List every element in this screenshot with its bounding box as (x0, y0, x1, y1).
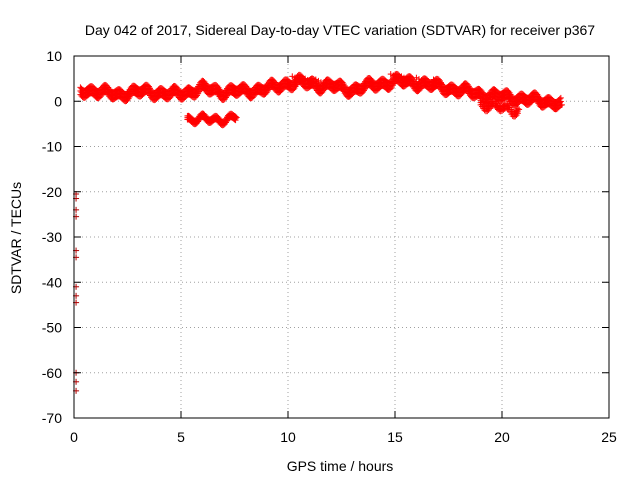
sdtvar-excursion-point (435, 79, 442, 86)
x-tick-label: 10 (280, 429, 296, 445)
sdtvar-excursion-point (390, 72, 397, 79)
sdtvar-lower-point (514, 105, 521, 112)
sdtvar-excursion-point (415, 76, 422, 83)
y-tick-label: -70 (42, 410, 62, 426)
y-tick-label: -30 (42, 229, 62, 245)
sdtvar-excursion-point (312, 76, 319, 83)
sdtvar-negative-point (232, 113, 239, 120)
y-tick-label: -40 (42, 274, 62, 290)
grid-layer (74, 56, 609, 418)
y-tick-label: 10 (46, 48, 62, 64)
sdtvar-excursion-point (304, 76, 311, 83)
x-tick-label: 20 (494, 429, 510, 445)
sdtvar-excursion-point (413, 74, 420, 81)
x-tick-labels: 0 5 10 15 20 25 (70, 429, 617, 445)
sdtvar-excursion-point (296, 77, 303, 84)
sdtvar-point (557, 94, 564, 101)
sdtvar-lower-point (516, 106, 523, 113)
sdtvar-point (558, 101, 565, 108)
x-tick-label: 25 (601, 429, 617, 445)
x-tick-label: 15 (387, 429, 403, 445)
sdtvar-lower-point (504, 101, 511, 108)
sdtvar-excursion-point (438, 80, 445, 87)
sdtvar-excursion-point (291, 74, 298, 81)
sdtvar-excursion-point (392, 73, 399, 80)
sdtvar-excursion-point (387, 71, 394, 78)
sdtvar-excursion-point (315, 77, 322, 84)
sdtvar-point (556, 95, 563, 102)
y-tick-label: -60 (42, 365, 62, 381)
ticks-layer (73, 55, 610, 419)
sdtvar-point (214, 83, 221, 90)
sdtvar-excursion-point (307, 78, 314, 85)
x-tick-label: 0 (70, 429, 78, 445)
sdtvar-negative-point (233, 114, 240, 121)
sdtvar-excursion-point (398, 73, 405, 80)
y-tick-label: -50 (42, 320, 62, 336)
y-axis-label: SDTVAR / TECUs (8, 182, 24, 294)
data-layer (73, 70, 565, 394)
sdtvar-excursion-point (430, 76, 437, 83)
sdtvar-excursion-point (403, 76, 410, 83)
sdtvar-excursion-point (433, 77, 440, 84)
sdtvar-excursion-point (421, 78, 428, 85)
sdtvar-excursion-point (418, 77, 425, 84)
x-tick-label: 5 (177, 429, 185, 445)
sdtvar-excursion-point (294, 76, 301, 83)
sdtvar-excursion-point (317, 79, 324, 86)
sdtvar-excursion-point (309, 79, 316, 86)
sdtvar-excursion-point (320, 80, 327, 87)
sdtvar-point (505, 88, 512, 95)
y-tick-label: -20 (42, 184, 62, 200)
chart-title: Day 042 of 2017, Sidereal Day-to-day VTE… (85, 22, 595, 38)
sdtvar-excursion-point (302, 75, 309, 82)
y-tick-label: -10 (42, 139, 62, 155)
y-tick-labels: 10 0 -10 -20 -30 -40 -50 -60 -70 (42, 48, 62, 426)
sdtvar-excursion-point (289, 73, 296, 80)
sdtvar-excursion-point (400, 74, 407, 81)
y-tick-label: 0 (54, 93, 62, 109)
sdtvar-excursion-point (406, 77, 413, 84)
x-axis-label: GPS time / hours (287, 458, 394, 474)
